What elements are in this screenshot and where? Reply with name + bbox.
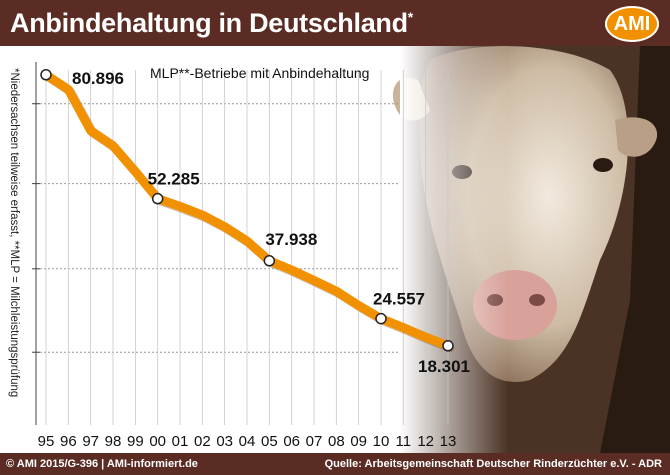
x-tick-label: 10 (373, 433, 390, 450)
data-label: 52.285 (148, 170, 200, 189)
page-title: Anbindehaltung in Deutschland* (10, 8, 413, 39)
x-tick-label: 98 (105, 433, 122, 450)
data-label: 37.938 (265, 230, 317, 249)
side-footnote: *Niedersachsen teilweise erfasst, **MLP … (8, 68, 20, 398)
legend-label: MLP**-Betriebe mit Anbindehaltung (150, 65, 369, 81)
x-tick-label: 12 (417, 433, 434, 450)
x-tick-label: 01 (172, 433, 189, 450)
x-tick-label: 00 (149, 433, 166, 450)
x-tick-label: 95 (38, 433, 55, 450)
x-tick-label: 13 (440, 433, 457, 450)
photo-fade (400, 46, 670, 453)
title-text: Anbindehaltung in Deutschland (10, 8, 408, 38)
x-tick-label: 04 (239, 433, 256, 450)
x-tick-label: 02 (194, 433, 211, 450)
x-tick-label: 97 (82, 433, 99, 450)
data-point-marker (151, 192, 164, 205)
x-tick-labels-group: 95 96 97 98 99 00 01 02 03 04 05 06 07 08 09 10 11 12 13 (38, 433, 457, 450)
x-tick-label: 06 (283, 433, 300, 450)
x-tick-label: 03 (216, 433, 233, 450)
x-tick-label: 07 (306, 433, 323, 450)
y-axis (32, 62, 40, 425)
data-label: 18.301 (418, 357, 470, 376)
data-label: 80.896 (72, 69, 124, 88)
title-footnote-mark: * (407, 9, 413, 25)
x-tick-label: 11 (396, 433, 412, 450)
x-tick-label: 99 (127, 433, 144, 450)
data-label: 24.557 (373, 290, 425, 309)
points-group (40, 69, 454, 352)
header-bar: Anbindehaltung in Deutschland* AMI (0, 0, 670, 46)
x-tick-label: 05 (261, 433, 278, 450)
cow-illustration (392, 46, 670, 453)
data-labels-group: 80.896 52.285 37.938 24.557 18.301 (72, 69, 470, 376)
ami-logo: AMI (605, 6, 659, 42)
data-point-marker (375, 312, 387, 325)
x-tick-label: 09 (350, 433, 367, 450)
footer-copyright: © AMI 2015/G-396 | AMI-informiert.de (6, 458, 198, 470)
data-point-marker (40, 69, 52, 81)
footer-source: Quelle: Arbeitsgemeinschaft Deutscher Ri… (324, 458, 662, 470)
x-tick-label: 08 (328, 433, 345, 450)
footer-bar: © AMI 2015/G-396 | AMI-informiert.de Que… (0, 453, 670, 475)
grid (36, 70, 449, 425)
x-tick-label: 96 (60, 433, 77, 450)
data-point-marker (442, 340, 454, 352)
data-point-marker (263, 255, 276, 267)
